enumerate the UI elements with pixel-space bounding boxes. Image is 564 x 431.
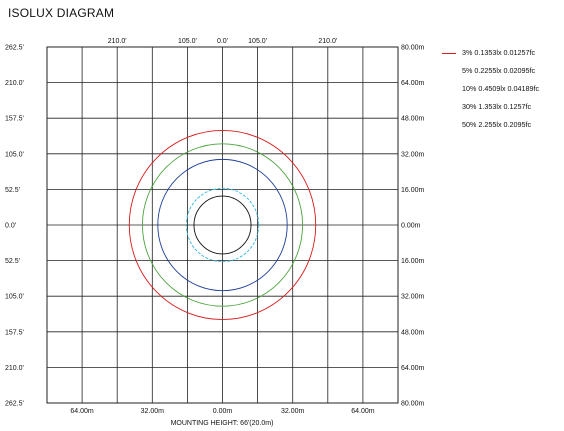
- left-tick-label: 157.5': [5, 329, 24, 336]
- top-tick-label: 210.0': [318, 38, 337, 45]
- legend-item: 3% 0.1353lx 0.01257fc: [442, 47, 539, 65]
- right-tick-label: 32.00m: [401, 294, 425, 301]
- legend-label: 10% 0.4509lx 0.04189fc: [462, 84, 540, 93]
- mounting-height-label: MOUNTING HEIGHT: 66'(20.0m): [170, 420, 274, 427]
- page-title: ISOLUX DIAGRAM: [8, 6, 115, 20]
- isolux-contour-5: [193, 195, 252, 255]
- right-tick-label: 0.00m: [401, 223, 421, 230]
- top-tick-label: 105.0': [178, 38, 197, 45]
- legend-label: 5% 0.2255lx 0.02095fc: [462, 66, 536, 75]
- right-tick-label: 80.00m: [401, 401, 425, 408]
- right-tick-label: 48.00m: [401, 329, 425, 336]
- isolux-contour-2: [141, 143, 304, 307]
- isolux-contour-4: [185, 187, 260, 263]
- left-tick-label: 210.0': [5, 80, 24, 87]
- legend-item: 10% 0.4509lx 0.04189fc: [442, 83, 539, 101]
- bottom-tick-label: 32.00m: [141, 408, 165, 415]
- right-tick-label: 16.00m: [401, 187, 425, 194]
- bottom-tick-label: 64.00m: [70, 408, 94, 415]
- bottom-tick-label: 0.00m: [213, 408, 233, 415]
- legend-label: 50% 2.255lx 0.2095fc: [462, 120, 532, 129]
- left-tick-label: 262.5': [5, 401, 24, 408]
- left-tick-label: 262.5': [5, 45, 24, 52]
- contours: [128, 129, 317, 321]
- left-tick-label: 0.0': [5, 223, 16, 230]
- legend-item: 30% 1.353lx 0.1257fc: [442, 101, 539, 119]
- legend-label: 3% 0.1353lx 0.01257fc: [462, 48, 536, 57]
- left-tick-label: 52.5': [5, 187, 20, 194]
- legend-item: 50% 2.255lx 0.2095fc: [442, 119, 539, 137]
- right-tick-label: 64.00m: [401, 365, 425, 372]
- isolux-contour-3: [157, 158, 288, 292]
- right-tick-label: 80.00m: [401, 45, 425, 52]
- top-tick-label: 210.0': [108, 38, 127, 45]
- isolux-chart: 210.0' 105.0' 0.0' 105.0' 210.0' 64.00m 32.00m…: [5, 38, 425, 415]
- left-tick-label: 210.0': [5, 365, 24, 372]
- bottom-tick-label: 32.00m: [281, 408, 305, 415]
- legend-item: 5% 0.2255lx 0.02095fc: [442, 65, 539, 83]
- legend: 3% 0.1353lx 0.01257fc 5% 0.2255lx 0.02095…: [442, 47, 539, 137]
- legend-label: 30% 1.353lx 0.1257fc: [462, 102, 532, 111]
- right-tick-label: 32.00m: [401, 151, 425, 158]
- legend-swatch: [442, 52, 456, 54]
- left-tick-label: 105.0': [5, 151, 24, 158]
- top-tick-label: 105.0': [248, 38, 267, 45]
- grid: [46, 46, 399, 404]
- top-tick-label: 0.0': [217, 38, 228, 45]
- right-tick-label: 16.00m: [401, 258, 425, 265]
- right-tick-label: 64.00m: [401, 80, 425, 87]
- bottom-tick-label: 64.00m: [351, 408, 375, 415]
- left-tick-label: 52.5': [5, 258, 20, 265]
- isolux-contour-1: [128, 129, 317, 321]
- left-tick-label: 105.0': [5, 294, 24, 301]
- tick-labels: 210.0' 105.0' 0.0' 105.0' 210.0' 64.00m 32.00m…: [5, 38, 425, 415]
- right-tick-label: 48.00m: [401, 116, 425, 123]
- left-tick-label: 157.5': [5, 116, 24, 123]
